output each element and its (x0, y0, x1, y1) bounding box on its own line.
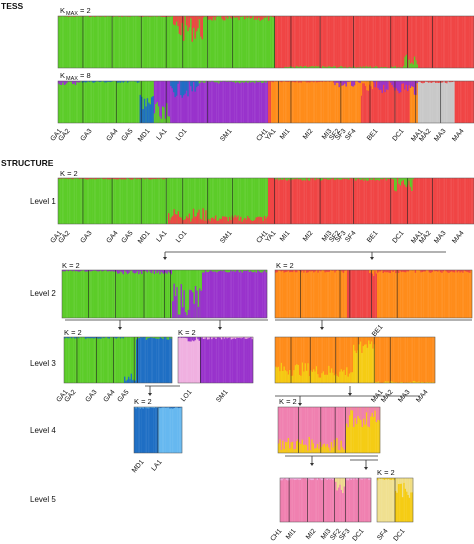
level1-population-label: LA1 (155, 230, 168, 244)
level3-left-population-label: GA5 (116, 389, 130, 404)
level5-left-barplot (279, 477, 372, 523)
level1-k-label: K = 2 (60, 169, 78, 178)
level-4-label: Level 4 (30, 426, 56, 435)
arrow-l2-left-head (118, 327, 122, 330)
tess-population-label: LA1 (155, 128, 168, 142)
tess-population-label: GA5 (120, 128, 134, 143)
level1-population-label: SM1 (219, 230, 233, 245)
level3-left-k-label: K = 2 (64, 328, 82, 337)
level4-left-population-label: MD1 (131, 459, 146, 475)
tess-population-label: GA4 (105, 128, 119, 143)
level5-right-barplot (376, 477, 414, 523)
level-3-label: Level 3 (30, 359, 56, 368)
tess-population-label: MA3 (433, 128, 447, 143)
arrow-l4-left-head (310, 463, 314, 466)
tess-heading: TESS (1, 1, 24, 11)
level5-left-population-label: DC1 (351, 528, 365, 543)
level5-right-k-label: K = 2 (377, 468, 395, 477)
level-5-label: Level 5 (30, 495, 56, 504)
level1-population-label: BE1 (366, 230, 380, 245)
level3-right-barplot (274, 336, 436, 384)
k-value: = 2 (80, 6, 91, 15)
level1-barplot (57, 177, 474, 225)
tess-population-label: MA4 (451, 128, 465, 143)
tess-k8-barplot (57, 80, 474, 124)
level2-population-label: BE1 (371, 324, 385, 339)
level1-population-label: LO1 (175, 230, 189, 245)
level3-mid-barplot (177, 336, 254, 384)
level1-population-label: MA4 (451, 230, 465, 245)
tess-population-label: MI1 (279, 128, 292, 141)
level4-right-barplot (277, 406, 381, 454)
tess-population-label: GA3 (79, 128, 93, 143)
level1-population-label: GA4 (105, 230, 119, 245)
arrow-l4-right-head (364, 467, 368, 470)
level1-population-label: MI1 (279, 230, 292, 243)
arrow-l3-right-b-head (348, 393, 352, 396)
tess-k2-barplot (57, 15, 474, 69)
k-value: = 8 (80, 71, 91, 80)
tess-population-label: SF4 (344, 128, 358, 142)
arrow-l2-right-head (320, 327, 324, 330)
tess-population-label: MD1 (137, 128, 152, 144)
level3-mid-population-label: SM1 (215, 389, 229, 404)
level1-population-label: MI2 (302, 230, 315, 243)
arrow-l1-right-head (370, 257, 374, 260)
level-1-label: Level 1 (30, 197, 56, 206)
level4-left-population-label: LA1 (150, 459, 163, 473)
k-letter: K (60, 71, 65, 80)
level2-right-k-label: K = 2 (276, 261, 294, 270)
level1-population-label: SF4 (344, 230, 358, 244)
arrow-l2-mid-head (218, 327, 222, 330)
arrow-l3-right-head (298, 403, 302, 406)
level1-population-label: DC1 (391, 230, 405, 245)
level3-mid-k-label: K = 2 (178, 328, 196, 337)
level1-population-label: MA3 (433, 230, 447, 245)
level5-left-population-label: MI2 (305, 528, 318, 541)
level1-population-label: MD1 (137, 230, 152, 246)
level5-right-population-label: DC1 (392, 528, 406, 543)
tess-population-label: SM1 (219, 128, 233, 143)
k-subscript: MAX (66, 76, 78, 82)
arrow-l3-left-head (148, 393, 152, 396)
level5-left-population-label: SF3 (338, 528, 352, 542)
level1-population-label: GA3 (79, 230, 93, 245)
level4-left-k-label: K = 2 (134, 397, 152, 406)
tess-population-label: MI2 (302, 128, 315, 141)
k-letter: K (60, 6, 65, 15)
tess-kmax8-label: K MAX = 8 (60, 71, 91, 82)
tess-population-label: LO1 (175, 128, 189, 143)
level3-left-population-label: GA4 (102, 389, 116, 404)
level2-right-barplot (274, 269, 473, 319)
tess-kmax2-label: K MAX = 2 (60, 6, 91, 17)
level5-right-population-label: SF4 (376, 528, 390, 542)
tess-population-label: DC1 (391, 128, 405, 143)
level1-population-label: GA5 (120, 230, 134, 245)
level3-left-population-label: GA3 (84, 389, 98, 404)
level4-right-k-label: K = 2 (279, 397, 297, 406)
k-subscript: MAX (66, 11, 78, 17)
tess-population-label: BE1 (366, 128, 380, 143)
level3-left-barplot (63, 336, 173, 384)
level3-mid-population-label: LO1 (180, 389, 194, 404)
level-2-label: Level 2 (30, 289, 56, 298)
level5-left-population-label: CH1 (269, 528, 283, 543)
level4-left-barplot (133, 406, 183, 454)
structure-heading: STRUCTURE (1, 158, 54, 168)
level5-left-population-label: MI1 (285, 528, 298, 541)
level2-left-k-label: K = 2 (62, 261, 80, 270)
level2-left-barplot (61, 269, 268, 319)
arrow-l1-left-head (163, 257, 167, 260)
